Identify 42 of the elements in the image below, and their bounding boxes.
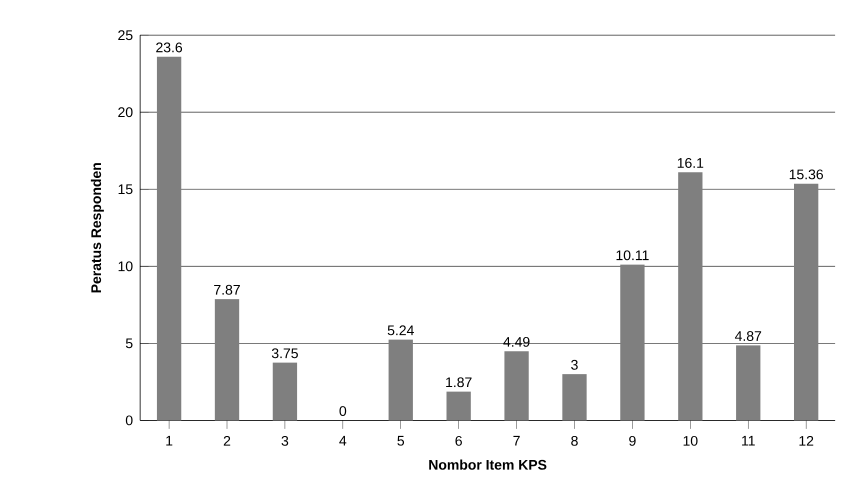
x-tick-label: 7 bbox=[513, 436, 520, 446]
bar bbox=[794, 184, 818, 420]
bar bbox=[678, 172, 702, 420]
bar bbox=[156, 56, 182, 420]
bar bbox=[388, 340, 413, 420]
bar bbox=[446, 392, 471, 420]
data-label: 1.87 bbox=[446, 377, 472, 388]
data-label: 5.24 bbox=[388, 325, 414, 336]
bar bbox=[620, 264, 645, 420]
x-tick-label: 1 bbox=[166, 436, 172, 446]
x-tick-label: 4 bbox=[339, 436, 346, 446]
data-label: 0 bbox=[339, 406, 346, 416]
y-tick-label: 10 bbox=[118, 261, 133, 272]
data-label: 7.87 bbox=[214, 284, 240, 295]
y-tick-label: 0 bbox=[126, 415, 133, 426]
x-tick-label: 9 bbox=[629, 436, 636, 446]
data-label: 16.1 bbox=[678, 158, 704, 168]
data-label: 10.11 bbox=[616, 250, 649, 260]
y-tick-label: 20 bbox=[118, 107, 133, 118]
x-tick-label: 5 bbox=[397, 436, 404, 446]
y-tick-label: 5 bbox=[126, 338, 132, 348]
y-axis-title: Peratus Responden bbox=[90, 163, 104, 292]
x-tick-label: 8 bbox=[571, 436, 578, 446]
x-tick-label: 6 bbox=[456, 436, 462, 446]
y-tick-label: 15 bbox=[118, 184, 132, 194]
x-axis-title: Nombor Item KPS bbox=[429, 459, 546, 470]
bar bbox=[562, 374, 587, 420]
data-label: 3 bbox=[571, 360, 578, 370]
x-tick-label: 11 bbox=[742, 436, 755, 446]
data-label: 15.36 bbox=[790, 169, 823, 180]
x-tick-label: 3 bbox=[282, 436, 288, 446]
x-tick-label: 2 bbox=[224, 436, 230, 446]
data-label: 23.6 bbox=[156, 42, 182, 52]
bar bbox=[736, 345, 760, 420]
data-label: 3.75 bbox=[272, 348, 298, 358]
bar bbox=[214, 299, 240, 420]
bar bbox=[272, 362, 298, 420]
bar bbox=[504, 351, 529, 420]
x-tick-label: 10 bbox=[684, 436, 698, 446]
y-tick-label: 25 bbox=[118, 30, 132, 40]
x-tick-label: 12 bbox=[799, 436, 814, 446]
data-label: 4.87 bbox=[734, 331, 762, 341]
